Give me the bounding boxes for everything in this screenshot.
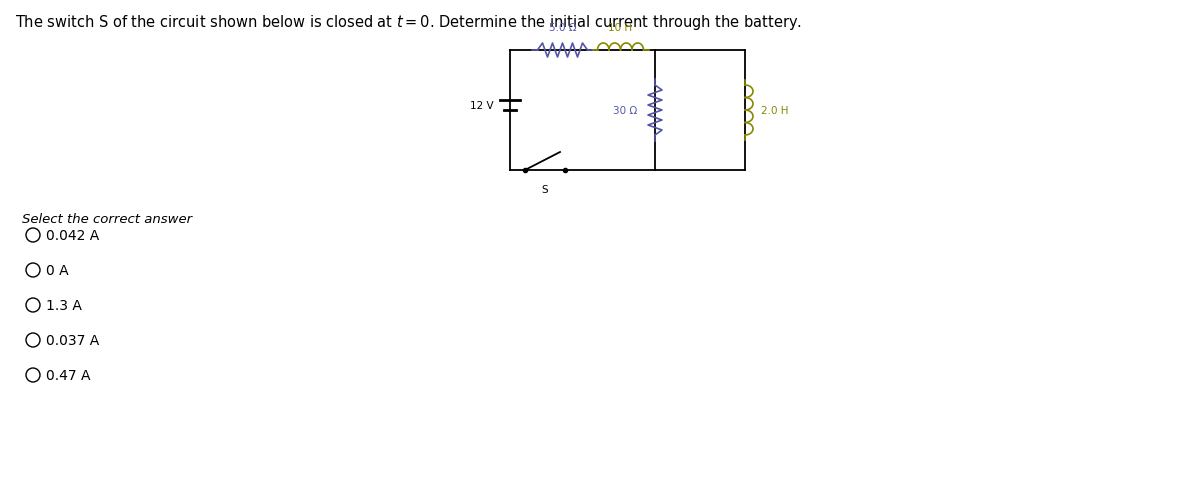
Text: 2.0 H: 2.0 H xyxy=(761,106,788,116)
Text: S: S xyxy=(541,185,548,194)
Text: 0.47 A: 0.47 A xyxy=(46,368,90,382)
Text: The switch S of the circuit shown below is closed at $t = 0$. Determine the init: The switch S of the circuit shown below … xyxy=(14,13,802,32)
Text: Select the correct answer: Select the correct answer xyxy=(22,213,192,226)
Text: 0 A: 0 A xyxy=(46,264,68,277)
Text: 30 Ω: 30 Ω xyxy=(613,106,637,116)
Text: 0.037 A: 0.037 A xyxy=(46,333,100,347)
Text: 12 V: 12 V xyxy=(470,101,494,111)
Text: 10 H: 10 H xyxy=(608,23,632,33)
Text: 5.0 Ω: 5.0 Ω xyxy=(548,23,576,33)
Text: 1.3 A: 1.3 A xyxy=(46,299,82,312)
Text: 0.042 A: 0.042 A xyxy=(46,228,100,242)
